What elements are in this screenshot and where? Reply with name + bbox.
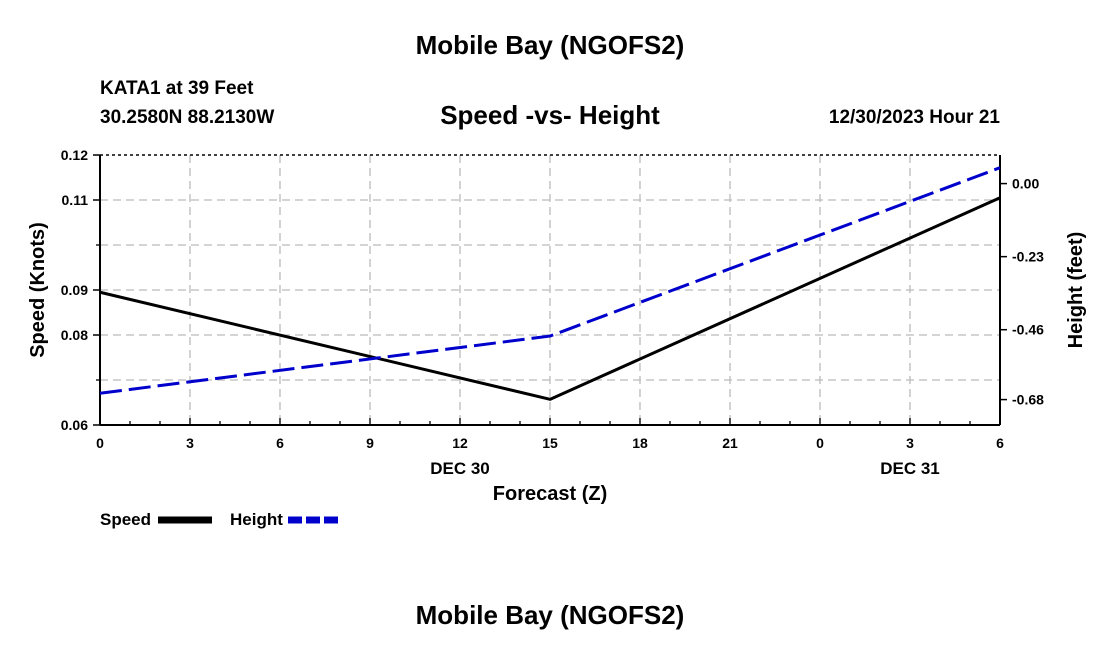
legend-speed-label: Speed xyxy=(100,510,152,529)
x-tick-label: 6 xyxy=(276,435,284,451)
legend-speed-swatch xyxy=(158,516,212,524)
chart-title: Mobile Bay (NGOFS2) xyxy=(415,30,685,60)
station-coordinates: 30.2580N 88.2130W xyxy=(100,107,275,128)
x-tick-label: 3 xyxy=(906,435,914,451)
right-axis-label: Height (feet) xyxy=(1065,232,1087,349)
x-tick-label: 0 xyxy=(816,435,824,451)
x-tick-label: 9 xyxy=(366,435,374,451)
x-date-label: DEC 31 xyxy=(880,459,940,478)
legend-height-swatch xyxy=(288,516,342,524)
left-tick-label: 0.08 xyxy=(61,327,88,343)
left-axis-ticks: 0.06 0.08 0.09 0.11 0.12 xyxy=(61,147,100,433)
x-axis-ticks: 0 3 6 9 12 15 18 21 0 3 6 DEC 30 DEC 31 xyxy=(96,418,1004,478)
left-axis-label: Speed (Knots) xyxy=(27,222,49,358)
x-axis-label: Forecast (Z) xyxy=(493,483,607,505)
right-axis-ticks: -0.68 -0.46 -0.23 0.00 xyxy=(1000,176,1044,408)
x-tick-label: 6 xyxy=(996,435,1004,451)
x-tick-label: 18 xyxy=(632,435,648,451)
right-tick-label: -0.68 xyxy=(1012,392,1044,408)
footer-title: Mobile Bay (NGOFS2) xyxy=(415,600,685,630)
x-date-label: DEC 30 xyxy=(430,459,490,478)
legend-height-label: Height xyxy=(230,510,283,529)
left-tick-label: 0.12 xyxy=(61,147,88,163)
series-line-speed xyxy=(99,196,1001,401)
x-tick-label: 12 xyxy=(452,435,468,451)
speed-height-chart: 0.06 0.08 0.09 0.11 0.12 -0.68 -0.46 -0.23 0.00… xyxy=(27,147,1087,505)
x-tick-label: 21 xyxy=(722,435,738,451)
right-tick-label: -0.23 xyxy=(1012,249,1044,265)
series-layer xyxy=(99,166,1001,401)
right-tick-label: 0.00 xyxy=(1012,176,1039,192)
left-tick-label: 0.06 xyxy=(61,417,88,433)
x-tick-label: 0 xyxy=(96,435,104,451)
x-tick-label: 15 xyxy=(542,435,558,451)
right-tick-label: -0.46 xyxy=(1012,322,1044,338)
series-line-height xyxy=(99,166,1001,395)
left-tick-label: 0.11 xyxy=(62,192,89,208)
grid-lines xyxy=(100,155,1000,425)
chart-subtitle: Speed -vs- Height xyxy=(440,100,660,130)
x-tick-label: 3 xyxy=(186,435,194,451)
forecast-datetime: 12/30/2023 Hour 21 xyxy=(828,107,1000,128)
left-tick-label: 0.09 xyxy=(61,282,88,298)
station-label: KATA1 at 39 Feet xyxy=(100,78,254,99)
